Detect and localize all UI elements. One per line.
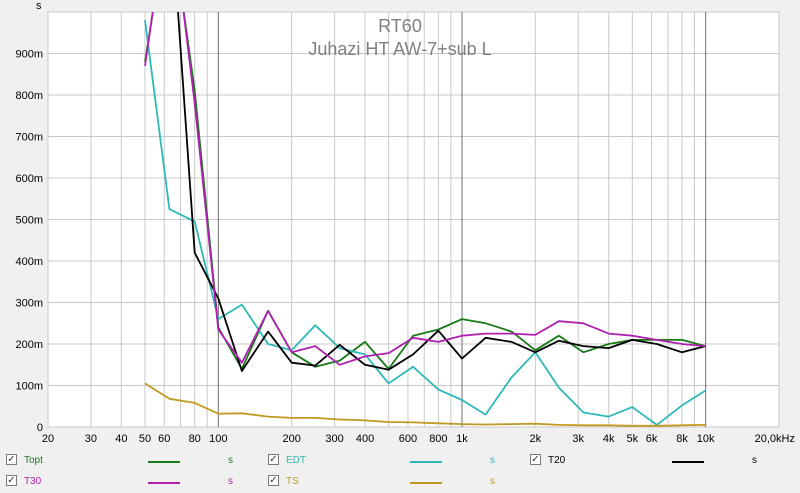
x-tick-label: 30 [85, 433, 97, 445]
legend: ✓ Topt s ✓ EDT s ✓ T20 s ✓ T30 s ✓ TS s [0, 449, 800, 493]
legend-unit-t20: s [752, 455, 757, 466]
y-tick-label: 600m [15, 173, 43, 185]
y-tick-label: 900m [15, 49, 43, 61]
x-tick-label: 400 [356, 433, 374, 445]
legend-label-edt: EDT [286, 455, 306, 466]
legend-item-t30[interactable]: ✓ T30 s [6, 472, 266, 490]
legend-label-topt: Topt [24, 455, 43, 466]
x-tick-label: 3k [572, 433, 584, 445]
x-tick-label: 8k [676, 433, 688, 445]
x-tick-label: 80 [189, 433, 201, 445]
series-lines [144, 12, 707, 427]
y-tick-label: 200m [15, 339, 43, 351]
x-tick-label: 50 [139, 433, 151, 445]
y-tick-label: 800m [15, 90, 43, 102]
x-tick-label: 60 [158, 433, 170, 445]
series-line-topt [144, 12, 706, 370]
x-tick-label: 20,0kHz [755, 433, 795, 445]
legend-unit-t30: s [228, 476, 233, 487]
legend-item-t20[interactable]: ✓ T20 s [530, 451, 790, 469]
legend-item-edt[interactable]: ✓ EDT s [268, 451, 528, 469]
legend-swatch-t20 [672, 461, 704, 463]
y-tick-label: 0 [37, 422, 43, 434]
legend-unit-edt: s [490, 455, 495, 466]
series-line-t20 [177, 12, 706, 372]
legend-swatch-topt [148, 461, 180, 463]
y-tick-label: 100m [15, 381, 43, 393]
legend-label-t30: T30 [24, 476, 42, 487]
legend-swatch-ts [410, 482, 442, 484]
chart-subtitle: Juhazi HT AW-7+sub L [308, 39, 491, 59]
y-tick-label: 300m [15, 298, 43, 310]
x-tick-label: 4k [603, 433, 615, 445]
rt60-chart: s RT60 Juhazi HT AW-7+sub L 0100m200m300… [15, 0, 795, 445]
legend-swatch-t30 [148, 482, 180, 484]
y-tick-label: 400m [15, 256, 43, 268]
x-tick-label: 10k [697, 433, 715, 445]
series-line-t30 [144, 12, 706, 366]
minor-grid [47, 11, 780, 428]
legend-checkbox-ts[interactable]: ✓ [268, 475, 279, 486]
legend-unit-topt: s [228, 455, 233, 466]
x-tick-label: 5k [626, 433, 638, 445]
x-tick-label: 100 [209, 433, 227, 445]
legend-checkbox-edt[interactable]: ✓ [268, 454, 279, 465]
legend-checkbox-t30[interactable]: ✓ [6, 475, 17, 486]
chart-title: RT60 [378, 16, 422, 36]
x-tick-label: 300 [325, 433, 343, 445]
y-tick-label: 500m [15, 215, 43, 227]
y-axis-unit-label: s [36, 0, 42, 12]
x-tick-label: 200 [282, 433, 300, 445]
x-tick-label: 800 [429, 433, 447, 445]
legend-label-ts: TS [286, 476, 299, 487]
legend-item-topt[interactable]: ✓ Topt s [6, 451, 266, 469]
legend-item-ts[interactable]: ✓ TS s [268, 472, 528, 490]
x-tick-label: 600 [399, 433, 417, 445]
y-tick-label: 700m [15, 132, 43, 144]
x-tick-label: 20 [42, 433, 54, 445]
legend-label-t20: T20 [548, 455, 566, 466]
y-tick-labels: 0 100m 200m 300m 400m 500m 600m 700m 800m 900m [15, 49, 43, 435]
legend-unit-ts: s [490, 476, 495, 487]
x-tick-label: 1k [456, 433, 468, 445]
x-tick-label: 6k [646, 433, 658, 445]
x-tick-label: 40 [115, 433, 127, 445]
legend-checkbox-topt[interactable]: ✓ [6, 454, 17, 465]
legend-swatch-edt [410, 461, 442, 463]
x-tick-label: 2k [530, 433, 542, 445]
series-line-ts [144, 382, 706, 427]
x-tick-labels: 20 30 40 50 60 80 100 200 300 400 600 800 1k 2k 3k 4k 5k… [42, 433, 795, 445]
series-line-edt [144, 20, 707, 426]
legend-checkbox-t20[interactable]: ✓ [530, 454, 541, 465]
